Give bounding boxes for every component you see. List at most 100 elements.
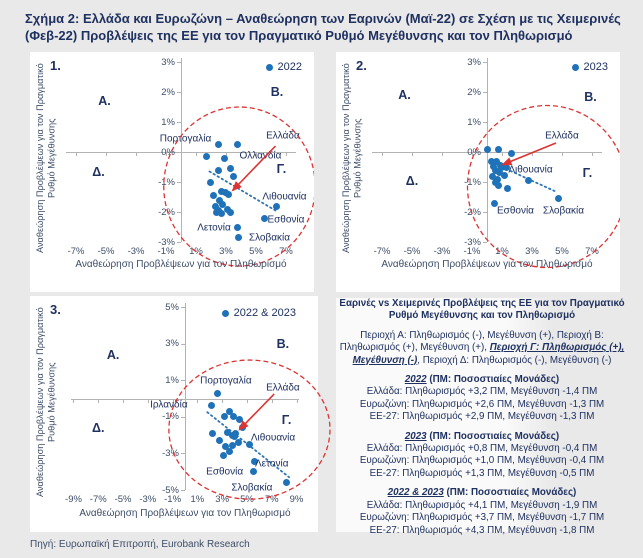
x-tick-label: -1%	[463, 246, 481, 257]
x-axis-tick	[195, 152, 197, 156]
y-axis-tick	[177, 62, 181, 63]
stat-line: Ελλάδα: Πληθωρισμός +3,2 ΠΜ, Μεγέθυνση -…	[366, 386, 598, 398]
x-axis-tick	[412, 152, 414, 156]
data-point	[226, 165, 234, 172]
country-label: Ιρλανδία	[150, 399, 188, 411]
y-tick-label: -3%	[464, 236, 481, 248]
country-label: Εσθονία	[267, 214, 305, 225]
y-tick-label: -2%	[464, 206, 481, 218]
x-axis-tick	[442, 152, 444, 156]
y-tick-label: 3%	[165, 338, 179, 350]
country-label: Εσθονία	[497, 205, 534, 216]
x-tick-label: 5%	[249, 246, 263, 257]
chart-number: 1.	[50, 58, 61, 73]
x-axis-title: Αναθεώρηση Προβλέψεων για τον Πληθωρισμό	[79, 508, 291, 519]
data-point	[208, 429, 216, 437]
x-tick-label: -3%	[433, 246, 451, 257]
data-point	[225, 190, 233, 198]
y-axis-line	[181, 58, 182, 242]
y-tick-label: -1%	[158, 176, 175, 188]
chart-number: 3.	[50, 302, 61, 317]
x-axis-tick	[123, 398, 125, 403]
section-year: 2023	[404, 430, 427, 442]
data-point	[214, 141, 222, 148]
data-point	[234, 223, 242, 231]
y-axis-line	[185, 303, 186, 490]
plot-area: -9% -7% -5% -3% -1% 1% 3% 5% 7% 9% 5% 3% 1% -1% -3% -5%…	[65, 302, 331, 505]
country-label: Λιθουανία	[262, 191, 307, 203]
y-tick-label: -1%	[464, 176, 481, 188]
info-heading: Εαρινές vs Χειμερινές Προβλέψεις της ΕΕ …	[339, 298, 625, 322]
data-point	[273, 202, 281, 210]
data-point	[207, 402, 215, 410]
highlight-circle	[466, 104, 620, 269]
info-section: 2022 (ΠΜ: Ποσοστιαίες Μονάδες) Ελλάδα: Πλ…	[336, 374, 628, 424]
country-label: Λετονία	[197, 222, 231, 234]
y-axis-tick	[181, 343, 185, 345]
legend-dot-icon	[221, 309, 229, 317]
x-tick-label: 7%	[585, 246, 599, 257]
data-point	[494, 145, 502, 153]
legend-dot-icon	[265, 63, 273, 71]
country-label: Λετονία	[254, 458, 289, 470]
y-axis-tick	[483, 92, 487, 93]
x-tick-label: -5%	[97, 246, 115, 257]
data-point	[226, 208, 234, 216]
x-tick-label: 3%	[525, 246, 539, 257]
info-panel: Εαρινές vs Χειμερινές Προβλέψεις της ΕΕ …	[336, 298, 628, 536]
y-axis-title: Αναθεώρηση Προβλέψεων για τον Πραγματικό…	[35, 307, 57, 497]
x-tick-label: 1%	[495, 246, 509, 257]
y-tick-label: 1%	[467, 116, 481, 128]
y-axis-tick	[177, 212, 181, 213]
quadrant-label: Γ.	[582, 166, 593, 180]
y-tick-label: 1%	[165, 374, 179, 386]
y-axis-tick	[181, 380, 185, 382]
country-label: Εσθονία	[206, 466, 244, 478]
quadrant-label: Β.	[270, 85, 284, 99]
data-point	[207, 178, 215, 186]
x-tick-label: -7%	[373, 246, 391, 257]
y-tick-label: 3%	[467, 56, 481, 68]
region-gamma-emphasis: Περιοχή Γ: Πληθωρισμός (+), Μεγέθυνση (-…	[352, 342, 625, 366]
x-tick-label: 9%	[289, 494, 304, 505]
y-axis-tick	[483, 242, 487, 243]
x-tick-label: -9%	[65, 494, 82, 505]
country-label: Ολλανδία	[239, 150, 282, 162]
data-point	[525, 177, 533, 184]
section-units: (ΠΜ: Ποσοστιαίες Μονάδες)	[426, 430, 560, 442]
x-tick-label: 7%	[279, 246, 293, 257]
data-point	[214, 207, 222, 214]
x-tick-label: 3%	[219, 246, 233, 257]
y-tick-label: -2%	[158, 206, 175, 218]
stat-line: Ευρωζώνη: Πληθωρισμός +3,7 ΠΜ, Μεγέθυνση…	[359, 512, 605, 524]
x-tick-label: -7%	[67, 246, 85, 257]
y-axis-title: Αναθεώρηση Προβλέψεων για τον Πραγματικό…	[35, 63, 57, 253]
data-point	[232, 429, 240, 437]
y-tick-label: -1%	[162, 411, 179, 423]
region-definitions: Περιοχή Α: Πληθωρισμός (-), Μεγέθυνση (+…	[336, 330, 628, 367]
data-point	[202, 153, 210, 160]
y-tick-label: 3%	[161, 56, 175, 68]
country-label: Λιθουανία	[508, 164, 553, 176]
y-tick-label: -3%	[162, 447, 179, 459]
legend-dot-icon	[571, 63, 579, 71]
section-title: 2022 (ΠΜ: Ποσοστιαίες Μονάδες)	[336, 374, 628, 386]
section-year: 2022 & 2023	[387, 487, 444, 499]
region-text: , Περιοχή Δ: Πληθωρισμός (-), Μεγέθυνση …	[417, 354, 612, 366]
x-axis-tick	[591, 152, 593, 156]
y-tick-label: 2%	[161, 86, 175, 98]
figure-title: Σχήμα 2: Ελλάδα και Ευρωζώνη – Αναθεώρησ…	[25, 11, 621, 44]
x-axis-tick	[285, 152, 287, 156]
data-point	[234, 438, 242, 446]
quadrant-label: Γ.	[281, 413, 292, 428]
info-sections: 2022 (ΠΜ: Ποσοστιαίες Μονάδες) Ελλάδα: Πλ…	[336, 374, 628, 537]
x-tick-label: -3%	[139, 494, 157, 505]
chart-panel-2022: 1. 2022 Αναθεώρηση Προβλέψεων για τον Πρ…	[30, 52, 314, 292]
country-label: Σλοβακία	[542, 205, 585, 216]
data-point	[283, 479, 291, 487]
section-year: 2022	[404, 374, 427, 386]
quadrant-label: Α.	[106, 347, 120, 362]
quadrant-label: Δ.	[92, 420, 105, 435]
y-axis-tick	[177, 92, 181, 93]
quadrant-label: Δ.	[92, 164, 105, 179]
